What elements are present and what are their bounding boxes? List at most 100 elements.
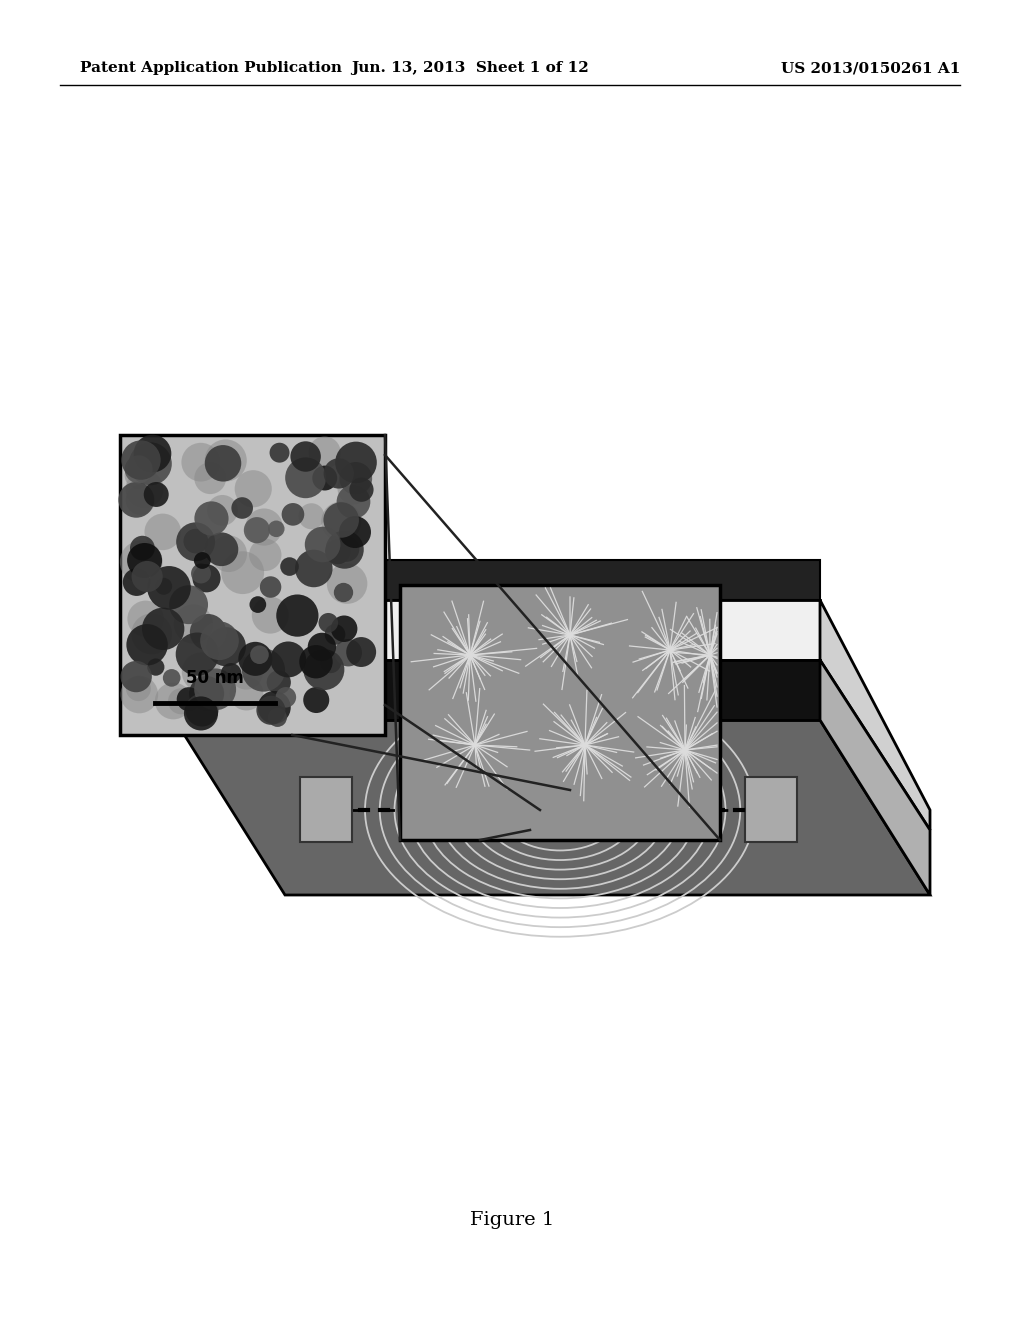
Circle shape xyxy=(325,624,345,644)
Circle shape xyxy=(338,473,370,504)
Circle shape xyxy=(221,552,264,594)
Circle shape xyxy=(266,671,291,694)
Bar xyxy=(300,777,352,842)
Circle shape xyxy=(120,540,163,583)
Circle shape xyxy=(285,457,326,498)
Circle shape xyxy=(142,607,184,649)
Circle shape xyxy=(305,527,340,562)
Circle shape xyxy=(177,688,201,711)
Circle shape xyxy=(126,470,164,508)
Circle shape xyxy=(270,642,306,677)
Circle shape xyxy=(298,503,325,529)
Circle shape xyxy=(346,638,376,667)
Circle shape xyxy=(147,659,165,676)
Circle shape xyxy=(268,708,287,727)
Circle shape xyxy=(207,495,238,525)
Circle shape xyxy=(229,677,263,710)
Text: Figure 1: Figure 1 xyxy=(470,1210,554,1229)
Circle shape xyxy=(121,676,158,713)
Circle shape xyxy=(269,442,290,462)
Circle shape xyxy=(125,462,151,488)
Circle shape xyxy=(321,652,341,673)
Circle shape xyxy=(183,529,208,553)
Circle shape xyxy=(125,455,153,483)
Circle shape xyxy=(205,440,247,482)
Circle shape xyxy=(189,614,226,651)
Circle shape xyxy=(174,605,213,643)
Circle shape xyxy=(123,568,151,595)
Circle shape xyxy=(126,676,151,701)
Circle shape xyxy=(176,523,215,561)
Circle shape xyxy=(121,661,152,692)
Circle shape xyxy=(234,470,271,507)
Polygon shape xyxy=(820,660,930,895)
Polygon shape xyxy=(175,601,820,660)
Circle shape xyxy=(155,682,191,719)
Circle shape xyxy=(308,437,341,469)
Circle shape xyxy=(326,539,350,565)
Circle shape xyxy=(299,645,333,678)
Circle shape xyxy=(339,462,372,495)
Circle shape xyxy=(324,458,354,488)
Circle shape xyxy=(169,585,208,624)
Circle shape xyxy=(335,639,362,667)
Circle shape xyxy=(182,652,221,692)
Polygon shape xyxy=(175,560,820,601)
Circle shape xyxy=(185,693,218,726)
Circle shape xyxy=(331,615,357,642)
Circle shape xyxy=(195,668,237,710)
Circle shape xyxy=(282,503,304,525)
Circle shape xyxy=(275,686,296,708)
Circle shape xyxy=(324,502,359,537)
Circle shape xyxy=(230,657,262,689)
Circle shape xyxy=(189,676,224,711)
Circle shape xyxy=(195,462,226,494)
Circle shape xyxy=(143,482,169,507)
Text: Jun. 13, 2013  Sheet 1 of 12: Jun. 13, 2013 Sheet 1 of 12 xyxy=(351,61,589,75)
Circle shape xyxy=(231,498,253,519)
Circle shape xyxy=(244,517,270,544)
Circle shape xyxy=(322,502,361,541)
Circle shape xyxy=(129,442,172,486)
Circle shape xyxy=(256,696,286,725)
Circle shape xyxy=(163,669,180,686)
Circle shape xyxy=(268,520,285,537)
Circle shape xyxy=(318,612,338,632)
Circle shape xyxy=(181,442,220,482)
Circle shape xyxy=(191,564,211,583)
Circle shape xyxy=(134,434,171,473)
Circle shape xyxy=(291,441,321,471)
Circle shape xyxy=(195,502,228,536)
Circle shape xyxy=(205,532,239,566)
Circle shape xyxy=(205,445,242,482)
Circle shape xyxy=(168,688,194,714)
Circle shape xyxy=(334,583,353,602)
Text: US 2013/0150261 A1: US 2013/0150261 A1 xyxy=(780,61,961,75)
Polygon shape xyxy=(175,719,930,895)
Circle shape xyxy=(147,566,190,610)
Circle shape xyxy=(126,624,168,665)
Circle shape xyxy=(276,594,318,636)
Circle shape xyxy=(312,466,337,491)
Polygon shape xyxy=(820,601,930,830)
Bar xyxy=(400,585,720,840)
Circle shape xyxy=(349,478,374,502)
Bar xyxy=(120,436,385,735)
Circle shape xyxy=(249,539,282,572)
Circle shape xyxy=(127,601,164,638)
Circle shape xyxy=(281,557,299,576)
Circle shape xyxy=(221,663,242,684)
Circle shape xyxy=(126,486,156,515)
Circle shape xyxy=(193,564,220,593)
Circle shape xyxy=(210,536,247,572)
Text: 50 nm: 50 nm xyxy=(186,669,244,686)
Circle shape xyxy=(131,561,163,593)
Circle shape xyxy=(127,543,162,578)
Circle shape xyxy=(339,516,371,548)
Circle shape xyxy=(242,648,285,692)
Circle shape xyxy=(176,632,219,676)
Circle shape xyxy=(207,627,246,667)
Circle shape xyxy=(144,513,181,550)
Circle shape xyxy=(295,549,333,587)
Circle shape xyxy=(184,697,218,730)
